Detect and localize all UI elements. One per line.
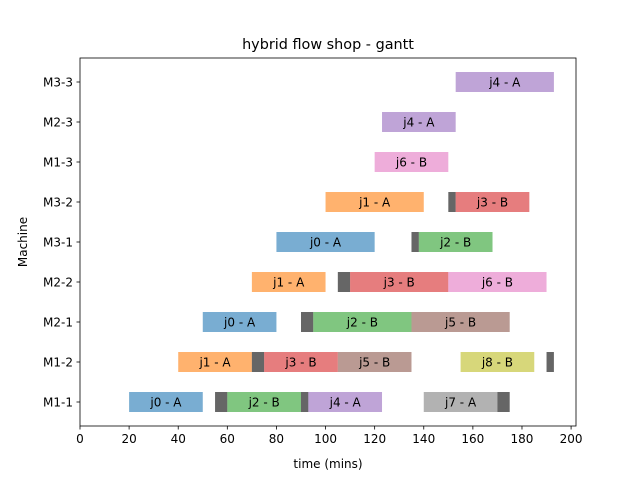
setup-bar	[215, 392, 228, 412]
x-tick-label: 20	[121, 432, 136, 446]
task-label: j3 - B	[284, 356, 316, 370]
task-label: j6 - B	[481, 276, 513, 290]
y-axis: M1-1 M1-2 M2-1 M2-2 M3-1 M3-2 M1-3 M2-3 M3-3	[43, 76, 80, 410]
task-label: j3 - B	[383, 276, 415, 290]
task-bar	[455, 72, 554, 92]
task-bar	[337, 352, 412, 372]
plot-frame	[79, 57, 577, 427]
y-tick-label: M1-3	[43, 156, 73, 170]
y-tick-label: M3-3	[43, 76, 73, 90]
y-axis-label: Machine	[16, 217, 30, 267]
x-tick-label: 100	[314, 432, 337, 446]
x-tick-label: 40	[171, 432, 186, 446]
setup-bar	[300, 392, 309, 412]
y-tick-label: M3-2	[43, 196, 73, 210]
x-tick-label: 60	[220, 432, 235, 446]
task-bar	[460, 352, 535, 372]
task-label: j0 - A	[309, 236, 342, 250]
task-bar	[455, 192, 530, 212]
y-tick-label: M2-2	[43, 276, 73, 290]
task-bar	[374, 152, 449, 172]
x-tick-label: 200	[560, 432, 583, 446]
task-bars	[129, 72, 554, 412]
task-bar	[251, 272, 326, 292]
task-label: j0 - A	[149, 396, 182, 410]
task-bar	[308, 392, 383, 412]
task-label: j4 - A	[402, 116, 435, 130]
x-tick-label: 180	[511, 432, 534, 446]
task-bar	[448, 272, 547, 292]
task-label: j3 - B	[476, 196, 508, 210]
task-bar	[418, 232, 493, 252]
x-axis: 0 20 40 60 80 100 120 140 160 180 200	[76, 426, 583, 446]
task-bar	[264, 352, 338, 372]
task-label: j2 - B	[439, 236, 471, 250]
x-tick-label: 160	[461, 432, 484, 446]
task-label: j2 - B	[248, 396, 280, 410]
task-bar	[276, 232, 375, 252]
y-tick-label: M2-3	[43, 116, 73, 130]
task-label: j1 - A	[198, 356, 231, 370]
task-label: j1 - A	[358, 196, 391, 210]
setup-bar	[337, 272, 351, 292]
task-bar	[382, 112, 456, 132]
task-bar	[227, 392, 301, 412]
task-label: j4 - A	[329, 396, 362, 410]
task-bar	[178, 352, 252, 372]
y-tick-label: M1-1	[43, 396, 73, 410]
setup-bar	[448, 192, 456, 212]
task-label: j7 - A	[444, 396, 477, 410]
setup-bar	[546, 352, 554, 372]
task-label: j5 - B	[444, 316, 476, 330]
setup-bar	[300, 312, 314, 332]
task-bar	[129, 392, 203, 412]
setup-bar	[251, 352, 265, 372]
y-tick-label: M2-1	[43, 316, 73, 330]
setup-bar	[411, 232, 419, 252]
task-label: j4 - A	[488, 76, 521, 90]
task-labels: j0 - A j2 - B j4 - A j7 - A j1 - A j3 - B j5 -…	[149, 76, 521, 410]
task-bar	[411, 312, 510, 332]
task-label: j8 - B	[481, 356, 513, 370]
chart-title: hybrid flow shop - gantt	[242, 37, 414, 53]
task-label: j5 - B	[358, 356, 390, 370]
y-tick-label: M1-2	[43, 356, 73, 370]
y-tick-label: M3-1	[43, 236, 73, 250]
x-tick-label: 0	[76, 432, 84, 446]
task-bar	[423, 392, 498, 412]
x-tick-label: 80	[269, 432, 284, 446]
task-bar	[325, 192, 424, 212]
task-label: j6 - B	[395, 156, 427, 170]
task-label: j1 - A	[272, 276, 305, 290]
task-label: j0 - A	[223, 316, 256, 330]
setup-bar	[497, 392, 510, 412]
task-bar	[313, 312, 412, 332]
x-tick-label: 140	[412, 432, 435, 446]
task-label: j2 - B	[346, 316, 378, 330]
task-bar	[202, 312, 277, 332]
x-axis-label: time (mins)	[293, 457, 362, 471]
task-bar	[350, 272, 449, 292]
x-tick-label: 120	[363, 432, 386, 446]
